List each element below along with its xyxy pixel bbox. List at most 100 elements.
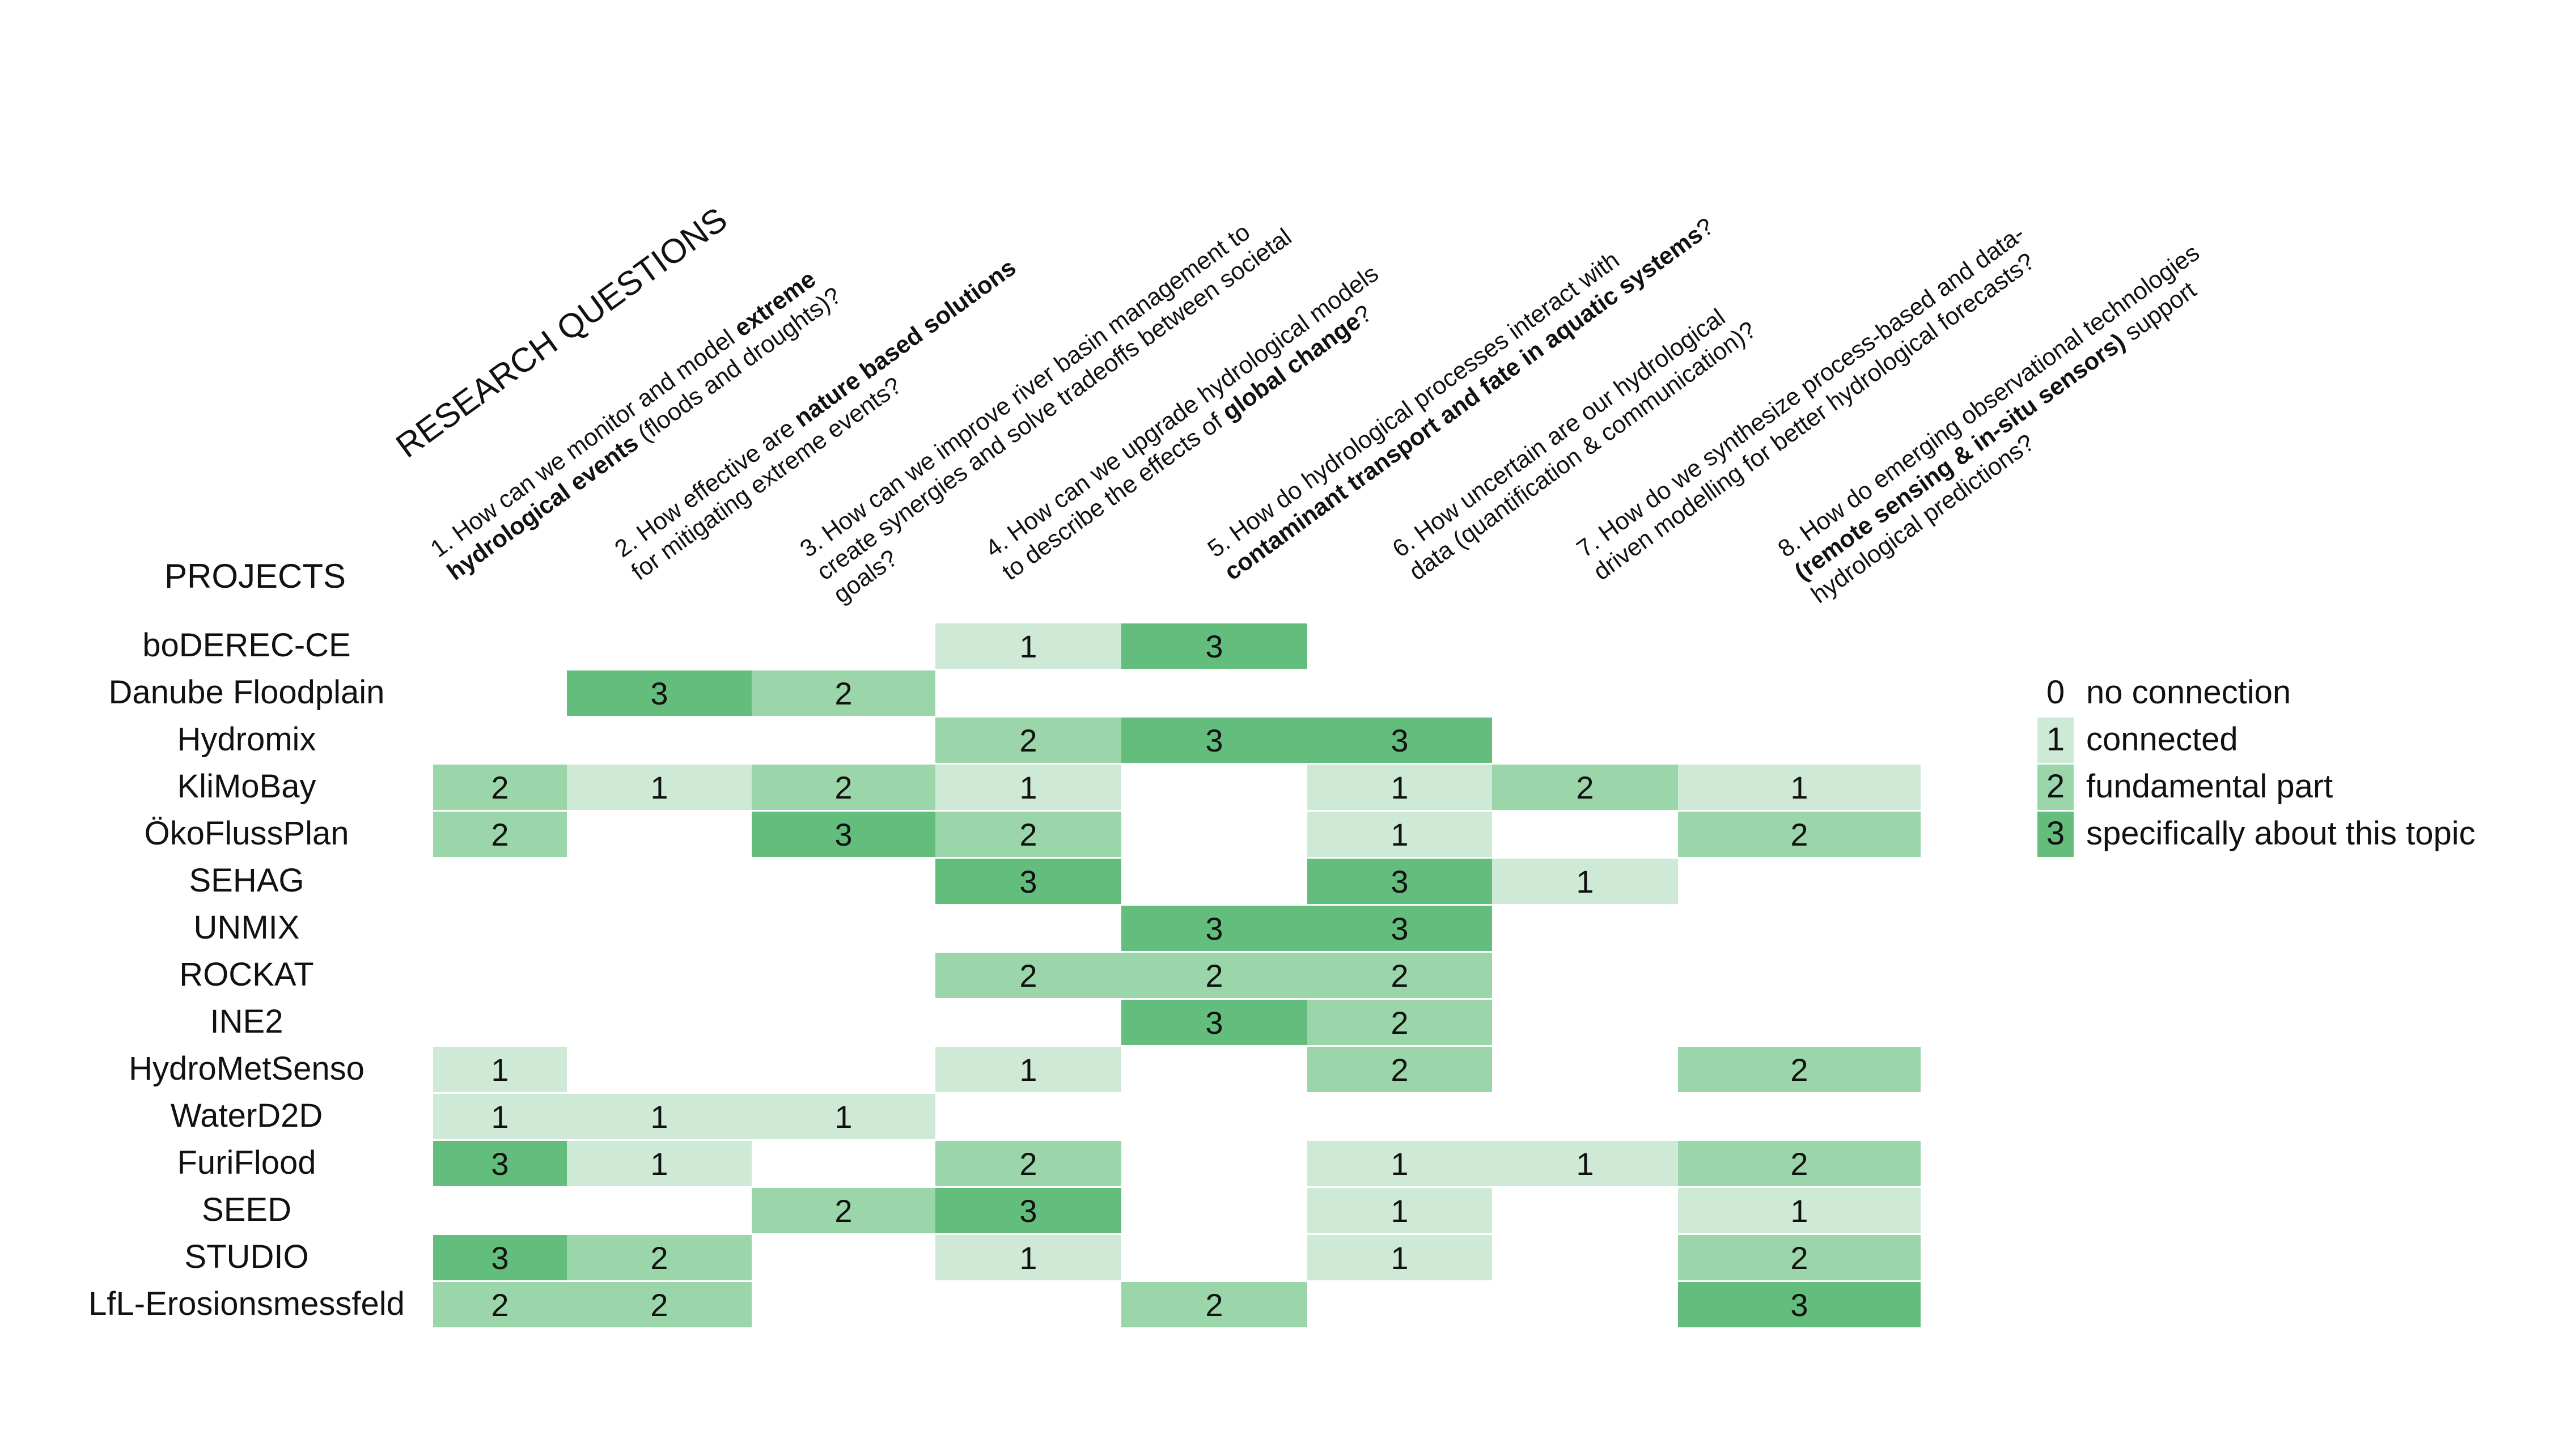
cell-value-label: 1 — [1576, 1146, 1594, 1182]
heatmap-cell — [1678, 1141, 1921, 1186]
cell-value-label: 2 — [1019, 723, 1037, 758]
cell-value-label: 3 — [1019, 1193, 1037, 1229]
heatmap-cell — [1307, 1188, 1492, 1233]
heatmap-cell — [1492, 1141, 1678, 1186]
cell-value-label: 2 — [491, 817, 508, 852]
heatmap-cell — [1492, 859, 1678, 904]
heatmap-cell — [1492, 765, 1678, 810]
cell-value-label: 2 — [1790, 1052, 1808, 1088]
heatmap-cell — [1307, 1235, 1492, 1280]
cell-value-label: 2 — [1576, 770, 1594, 805]
cell-value-label: 3 — [491, 1146, 508, 1182]
heatmap-cell — [1678, 1188, 1921, 1233]
heatmap-cell — [1121, 1000, 1307, 1045]
research-questions-title: RESEARCH QUESTIONS — [389, 200, 734, 465]
legend-label: specifically about this topic — [2086, 815, 2476, 852]
heatmap-cell — [1121, 953, 1307, 998]
cell-value-label: 1 — [1019, 1052, 1037, 1088]
heatmap-cell — [752, 812, 935, 857]
heatmap-cell — [1307, 906, 1492, 951]
cell-value-label: 2 — [1019, 1146, 1037, 1182]
cell-value-label: 3 — [491, 1240, 508, 1276]
cell-value-label: 1 — [834, 1099, 852, 1135]
cell-value-label: 1 — [1790, 770, 1808, 805]
heatmap-cell — [567, 1141, 752, 1186]
project-label: UNMIX — [194, 909, 300, 946]
heatmap-cell — [1678, 1047, 1921, 1092]
heatmap-cell — [935, 1047, 1121, 1092]
legend-swatch — [2037, 718, 2074, 763]
cell-value-label: 3 — [1391, 911, 1408, 946]
heatmap-cell — [935, 1141, 1121, 1186]
legend-value: 0 — [2046, 674, 2065, 711]
heatmap-cell — [752, 765, 935, 810]
cell-value-label: 2 — [1205, 1287, 1223, 1323]
cell-value-label: 1 — [1391, 1146, 1408, 1182]
cell-value-label: 1 — [491, 1052, 508, 1088]
heatmap-cell — [1121, 718, 1307, 763]
cell-value-label: 3 — [650, 676, 668, 711]
cell-value-label: 1 — [1576, 864, 1594, 899]
cell-value-label: 1 — [1391, 770, 1408, 805]
legend-label: connected — [2086, 721, 2238, 758]
project-label: HydroMetSenso — [129, 1050, 365, 1087]
heatmap-cell — [433, 1047, 567, 1092]
heatmap-cell — [1678, 812, 1921, 857]
heatmap-cell — [433, 1094, 567, 1139]
heatmap-cell — [935, 623, 1121, 669]
cell-value-label: 2 — [1391, 1052, 1408, 1088]
heatmap-cell — [752, 1094, 935, 1139]
legend: 0 no connection 1 connected 2 fundamental par… — [2037, 670, 2476, 857]
cell-value-label: 1 — [1391, 817, 1408, 852]
legend-value: 3 — [2046, 815, 2065, 852]
heatmap-cell — [433, 765, 567, 810]
legend-value: 1 — [2046, 721, 2065, 758]
cell-value-label: 1 — [650, 770, 668, 805]
cell-value-label: 1 — [1019, 1240, 1037, 1276]
legend-swatch — [2037, 812, 2074, 857]
cell-value-label: 3 — [1205, 629, 1223, 664]
cell-value-label: 3 — [1205, 911, 1223, 946]
project-label: FuriFlood — [177, 1144, 316, 1181]
legend-swatch — [2037, 765, 2074, 810]
projects-header: PROJECTS — [164, 557, 346, 595]
cell-value-label: 1 — [650, 1099, 668, 1135]
cell-value-label: 2 — [1019, 958, 1037, 994]
heatmap-cell — [433, 1282, 567, 1327]
cell-value-label: 2 — [1790, 1146, 1808, 1182]
cell-value-label: 3 — [1205, 723, 1223, 758]
heatmap-cell — [935, 1235, 1121, 1280]
cell-value-label: 2 — [1391, 1005, 1408, 1041]
project-label: LfL-Erosionsmessfeld — [88, 1285, 405, 1322]
project-label: SEED — [202, 1191, 291, 1228]
heatmap-cell — [1307, 1047, 1492, 1092]
cell-value-label: 2 — [834, 770, 852, 805]
project-label: Hydromix — [177, 721, 316, 758]
legend-value: 2 — [2046, 768, 2065, 805]
cell-value-label: 2 — [1790, 817, 1808, 852]
project-label: WaterD2D — [171, 1097, 323, 1134]
cell-value-label: 3 — [834, 817, 852, 852]
cell-value-label: 2 — [834, 1193, 852, 1229]
heatmap-cell — [1307, 765, 1492, 810]
heatmap-cell — [1121, 1282, 1307, 1327]
heatmap-cell — [935, 953, 1121, 998]
cell-value-label: 2 — [1019, 817, 1037, 852]
heatmap-cell — [1307, 1000, 1492, 1045]
heatmap-cell — [1307, 718, 1492, 763]
heatmap-cell — [1678, 1282, 1921, 1327]
project-labels: boDEREC-CE Danube Floodplain Hydromix KliMo… — [88, 627, 405, 1322]
cell-value-label: 3 — [1790, 1287, 1808, 1323]
question-5-text: 5. How do hydrological processes interac… — [1203, 246, 1625, 563]
heatmap-cell — [567, 1235, 752, 1280]
heatmap-cell — [1678, 1235, 1921, 1280]
heatmap-cell — [935, 1188, 1121, 1233]
heatmap-cell — [935, 859, 1121, 904]
heatmap-cells: 1 3 3 2 2 3 3 2 1 2 1 1 2 1 2 3 2 1 2 3 3 1 3 3 2 2 2 3 2 1 1 2 2 1 1 1 3 1 2 1… — [433, 623, 1921, 1327]
cell-value-label: 3 — [1391, 723, 1408, 758]
heatmap-cell — [433, 1235, 567, 1280]
cell-value-label: 1 — [650, 1146, 668, 1182]
cell-value-label: 2 — [1790, 1240, 1808, 1276]
heatmap-cell — [433, 812, 567, 857]
cell-value-label: 1 — [491, 1099, 508, 1135]
